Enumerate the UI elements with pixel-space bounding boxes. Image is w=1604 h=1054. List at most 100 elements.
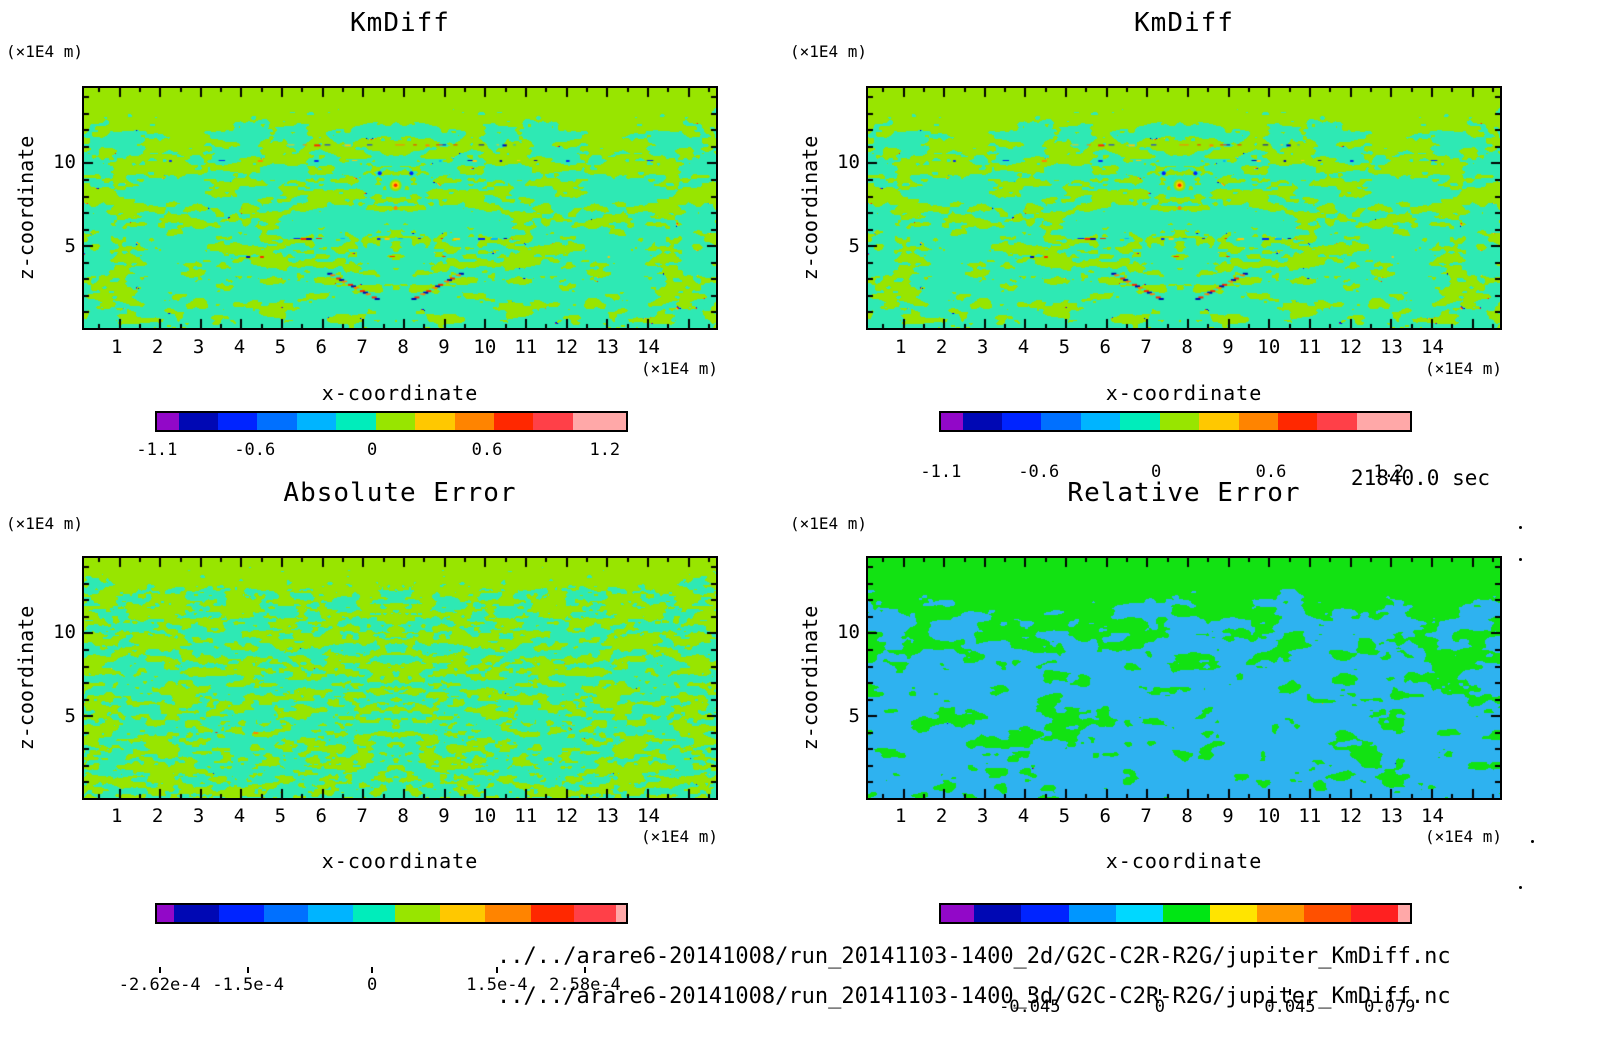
x-tick-label: 1 — [111, 336, 123, 358]
colorbar-tick-label: 0.6 — [1255, 462, 1287, 482]
colorbar-tick — [583, 967, 586, 973]
x-tick-label: 14 — [1421, 805, 1444, 827]
y-tick-label: 5 — [848, 234, 860, 257]
colorbar-tick-label: -0.045 — [999, 997, 1061, 1017]
panel-relative-error: Relative Error (×1E4 m) z-coordinate 10 5… — [0, 66, 1604, 1017]
colorbar-tick-label: -1.5e-4 — [212, 975, 284, 995]
colorbar-segment — [1304, 905, 1352, 922]
colorbar-segment — [454, 413, 494, 430]
y-tick-label: 10 — [53, 150, 76, 173]
x-tick-label: 4 — [1017, 336, 1030, 358]
x-tick-label: 6 — [315, 336, 327, 358]
x-tick-label: 11 — [1298, 336, 1322, 358]
colorbar-tick-label: 0 — [366, 975, 378, 995]
y-axis-unit: (×1E4 m) — [6, 514, 84, 533]
colorbar-segment — [1002, 413, 1042, 430]
colorbar-tick — [1028, 989, 1031, 995]
colorbar-segment — [1317, 413, 1357, 430]
colorbar-tick-label: 2.58e-4 — [549, 975, 621, 995]
colorbar-segment — [296, 413, 337, 430]
x-tick-label: 14 — [637, 336, 660, 358]
x-tick-labels: 1 2 3 4 5 6 7 8 9 10 11 12 13 14 — [82, 805, 718, 827]
colorbar-tick-label: 0.6 — [471, 440, 503, 460]
x-tick-label: 3 — [976, 805, 989, 827]
x-tick-label: 8 — [397, 805, 409, 827]
x-tick-label: 6 — [1099, 336, 1111, 358]
x-tick-label: 5 — [274, 805, 287, 827]
colorbar-labels: -0.045 0 0.045 0.079 — [939, 989, 1416, 1019]
x-axis-unit: (×1E4 m) — [1424, 359, 1502, 378]
colorbar-labels: -2.62e-4 -1.5e-4 0 1.5e-4 2.58e-4 — [119, 967, 628, 997]
x-tick-labels: 1 2 3 4 5 6 7 8 9 10 11 12 13 14 — [82, 336, 718, 358]
x-axis-label: x-coordinate — [321, 381, 479, 405]
colorbar-segment — [1356, 413, 1410, 430]
x-tick-labels: 1 2 3 4 5 6 7 8 9 10 11 12 13 14 — [866, 336, 1502, 358]
contour-plot-canvas — [84, 88, 716, 328]
x-tick-label: 4 — [233, 336, 246, 358]
contour-plot-canvas — [868, 558, 1500, 798]
x-tick-label: 4 — [1017, 805, 1030, 827]
x-tick-label: 1 — [895, 336, 907, 358]
x-tick-label: 12 — [555, 336, 579, 358]
x-tick-label: 1 — [111, 805, 123, 827]
x-tick-label: 2 — [151, 805, 164, 827]
colorbar-tick-label: 1.2 — [1373, 462, 1405, 482]
x-tick-label: 5 — [1058, 805, 1071, 827]
x-tick-label: 6 — [315, 805, 327, 827]
x-tick-label: 2 — [935, 336, 948, 358]
contour-plot-canvas — [868, 88, 1500, 328]
y-tick-labels: 10 5 — [30, 556, 76, 800]
x-axis-label: x-coordinate — [1105, 849, 1263, 873]
x-tick-label: 14 — [637, 805, 660, 827]
colorbar-segment — [1277, 413, 1318, 430]
colorbar-segment — [415, 413, 455, 430]
colorbar-tick-label: 0.079 — [1364, 997, 1416, 1017]
contour-plot-canvas — [84, 558, 716, 798]
colorbar-segment — [1080, 413, 1121, 430]
colorbar-segment — [1041, 413, 1081, 430]
x-tick-label: 13 — [596, 336, 620, 358]
colorbar-segment — [352, 905, 396, 922]
colorbar-segment — [395, 905, 440, 922]
colorbar-segment — [616, 905, 627, 922]
artifact-dot — [1519, 526, 1522, 529]
colorbar-tick — [371, 967, 374, 973]
y-axis-unit: (×1E4 m) — [790, 514, 868, 533]
x-tick-label: 12 — [555, 805, 579, 827]
colorbar-tick — [1288, 989, 1291, 995]
panel-absolute-error: Absolute Error (×1E4 m) z-coordinate 10 5… — [0, 44, 1604, 995]
colorbar-segment — [1238, 413, 1278, 430]
colorbar-segment — [1199, 413, 1239, 430]
x-axis-label: x-coordinate — [1105, 381, 1263, 405]
y-tick-labels: 10 5 — [814, 86, 860, 330]
x-tick-label: 13 — [1380, 805, 1404, 827]
x-tick-label: 12 — [1339, 336, 1363, 358]
colorbar — [939, 903, 1412, 924]
colorbar — [155, 903, 628, 924]
colorbar-segment — [1115, 905, 1163, 922]
timestamp: 21840.0 sec — [1350, 466, 1490, 490]
colorbar-tick-label: -1.1 — [920, 462, 962, 482]
source-path-2d: ../../arare6-20141008/run_20141103-1400_… — [497, 944, 1451, 969]
plot-area — [82, 556, 718, 800]
x-axis-unit: (×1E4 m) — [640, 827, 718, 846]
colorbar-tick — [158, 967, 161, 973]
x-tick-label: 10 — [473, 336, 497, 358]
colorbar-tick — [1158, 989, 1161, 995]
x-tick-label: 11 — [514, 336, 538, 358]
colorbar-segment — [484, 905, 532, 922]
colorbar-labels: -1.1 -0.6 0 0.6 1.2 — [920, 462, 1412, 484]
x-axis-unit: (×1E4 m) — [1424, 827, 1502, 846]
colorbar-segment — [174, 905, 220, 922]
colorbar-segment — [157, 413, 179, 430]
panel-title: KmDiff — [1134, 8, 1234, 38]
x-tick-label: 4 — [233, 805, 246, 827]
colorbar-tick-label: 1.5e-4 — [466, 975, 528, 995]
colorbar-segment — [218, 413, 258, 430]
colorbar-segment — [308, 905, 353, 922]
panel-title: Relative Error — [1067, 478, 1301, 508]
colorbar-segment — [1256, 905, 1305, 922]
x-tick-label: 2 — [935, 805, 948, 827]
